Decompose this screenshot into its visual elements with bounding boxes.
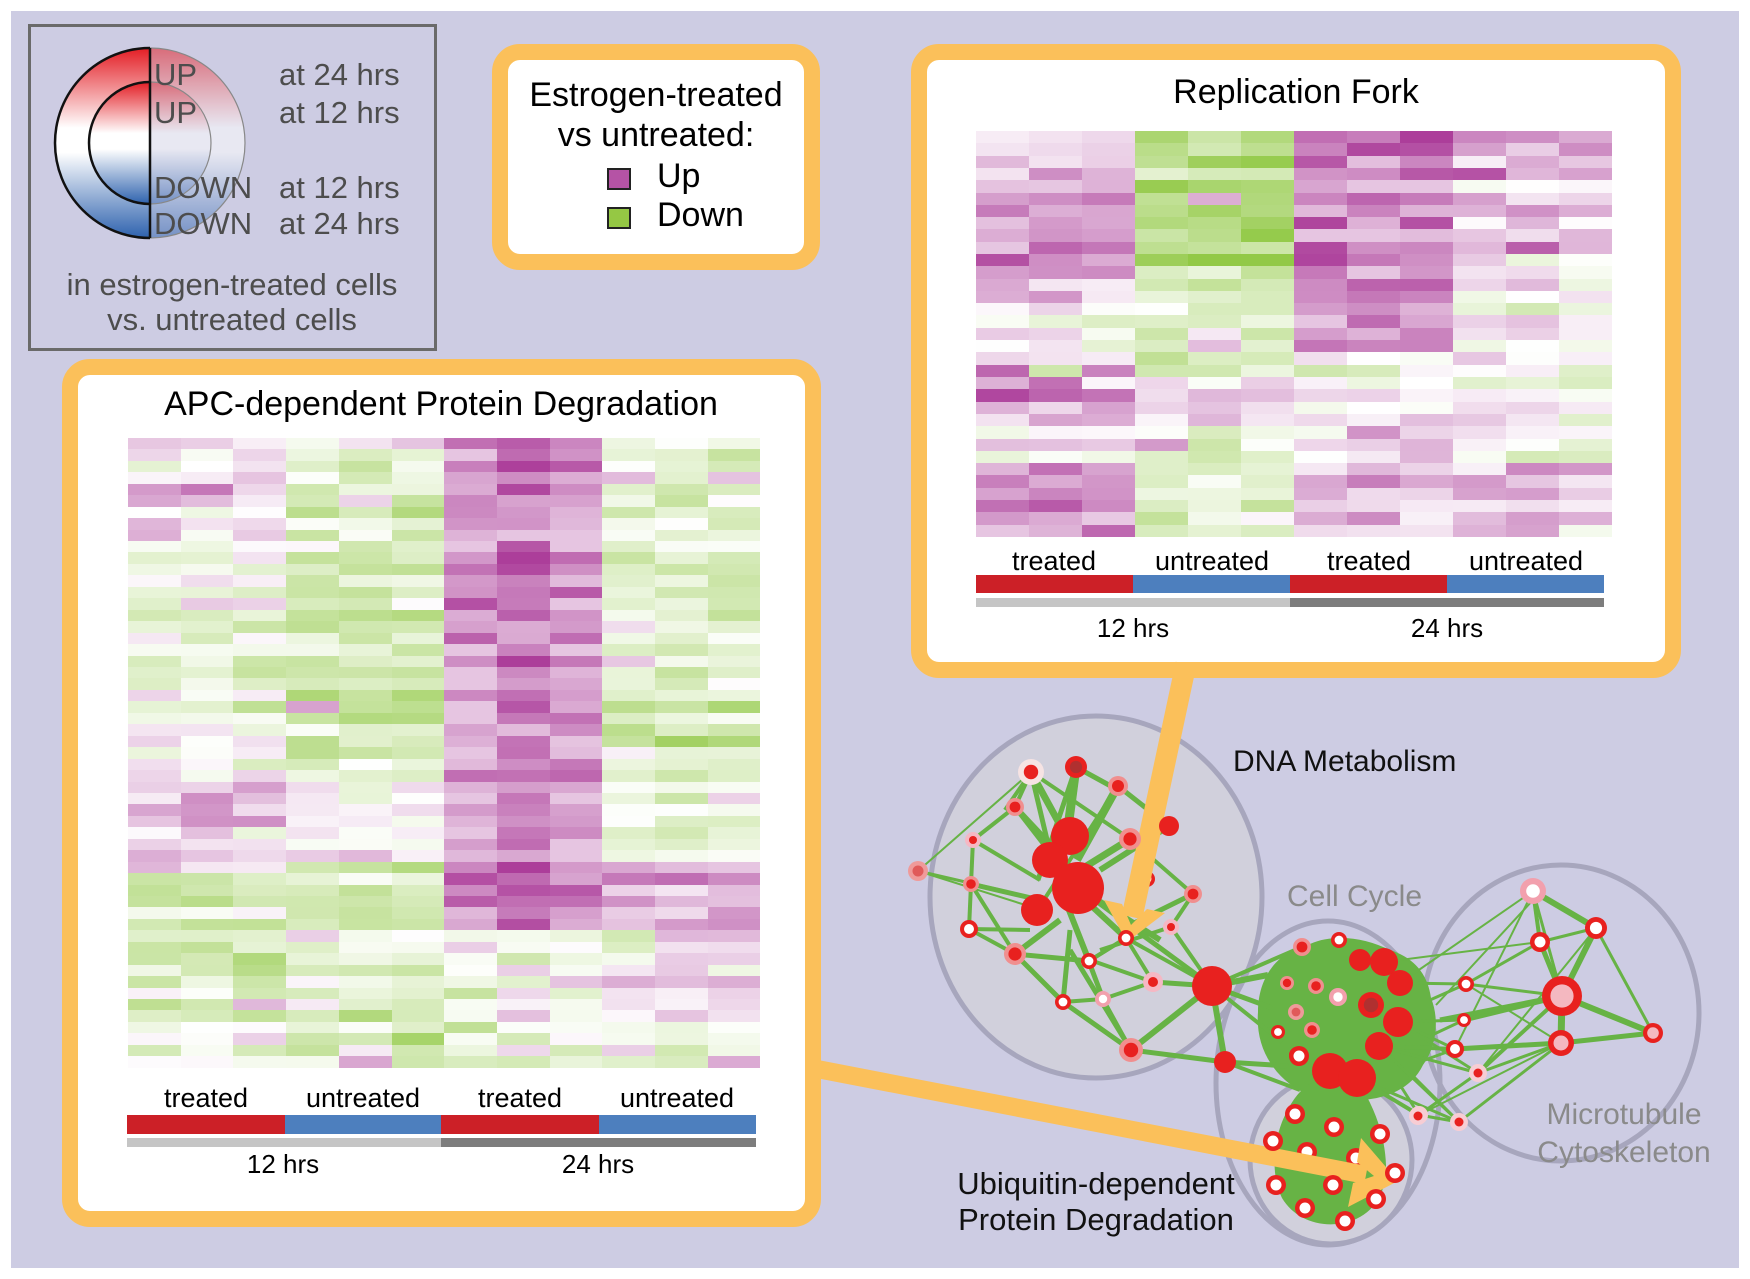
svg-text:Protein Degradation: Protein Degradation bbox=[958, 1202, 1234, 1237]
svg-text:DNA Metabolism: DNA Metabolism bbox=[1233, 745, 1456, 778]
svg-text:Cytoskeleton: Cytoskeleton bbox=[1537, 1136, 1710, 1169]
svg-text:Microtubule: Microtubule bbox=[1546, 1098, 1701, 1131]
svg-text:Ubiquitin-dependent: Ubiquitin-dependent bbox=[957, 1166, 1235, 1201]
svg-text:Cell Cycle: Cell Cycle bbox=[1287, 880, 1422, 913]
